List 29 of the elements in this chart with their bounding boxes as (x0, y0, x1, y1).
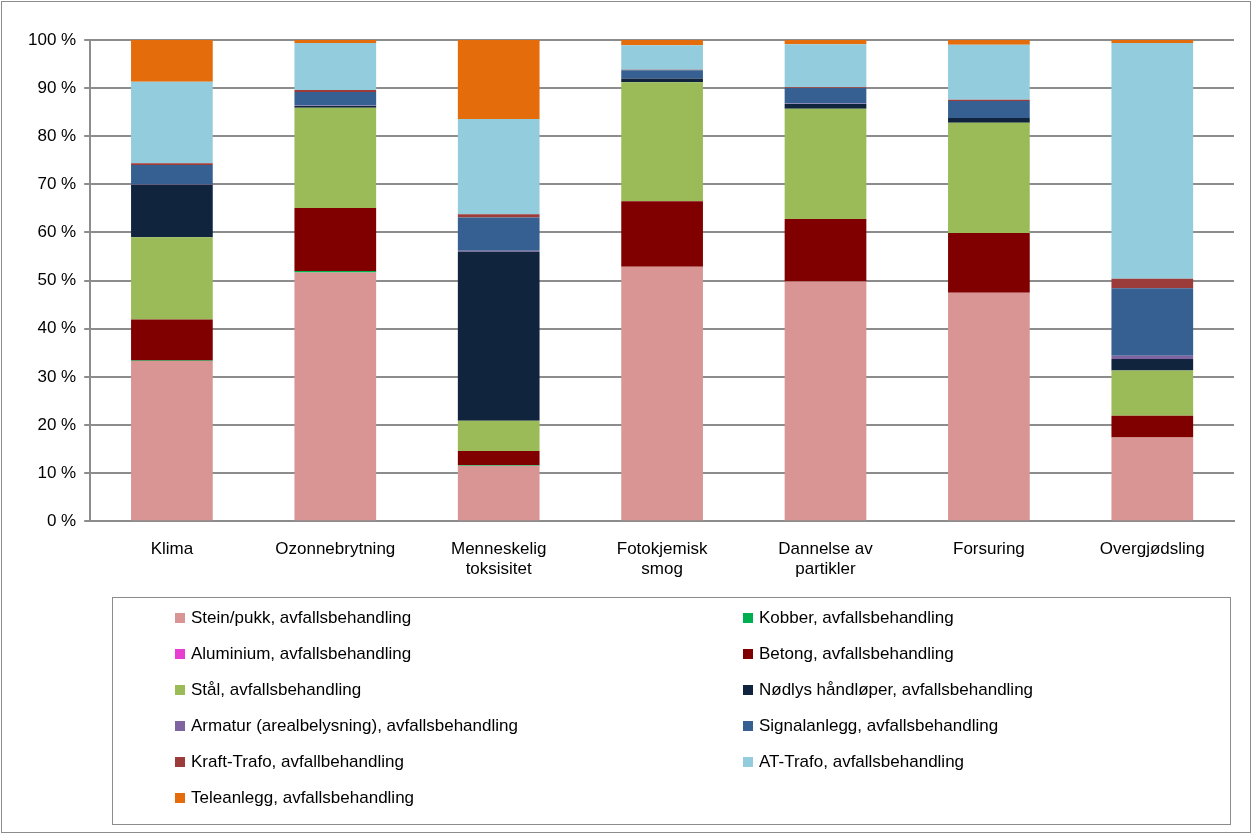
legend-label: Armatur (arealbelysning), avfallsbehandling (191, 716, 518, 736)
y-tick-label: 0 % (46, 510, 77, 530)
legend-label: Betong, avfallsbehandling (759, 644, 954, 664)
legend-label: Stål, avfallsbehandling (191, 680, 362, 700)
legend-label: AT-Trafo, avfallsbehandling (759, 752, 965, 772)
y-tick-label: 60 % (37, 222, 77, 242)
x-tick-label: Klima (150, 539, 194, 559)
legend-label: Aluminium, avfallsbehandling (191, 644, 412, 664)
y-tick-label: 100 % (28, 29, 77, 49)
x-tick-label: Overgjødsling (1099, 539, 1205, 559)
y-tick-label: 50 % (37, 270, 77, 290)
y-tick-label: 80 % (37, 125, 77, 145)
y-tick-label: 90 % (37, 77, 77, 97)
legend-label: Stein/pukk, avfallsbehandling (191, 608, 412, 628)
x-tick-label: Menneskelig toksisitet (450, 539, 547, 579)
legend-label: Kraft-Trafo, avfallbehandling (191, 752, 404, 772)
y-tick-label: 20 % (37, 414, 77, 434)
x-tick-label: Dannelse av partikler (778, 539, 874, 579)
y-tick-label: 30 % (37, 366, 77, 386)
x-tick-label: Fotokjemisk smog (616, 539, 708, 579)
x-tick-label: Forsuring (952, 539, 1025, 559)
legend-label: Kobber, avfallsbehandling (759, 608, 954, 628)
y-tick-label: 70 % (37, 174, 77, 194)
legend-label: Teleanlegg, avfallsbehandling (191, 788, 415, 808)
legend-label: Signalanlegg, avfallsbehandling (759, 716, 999, 736)
y-tick-label: 10 % (37, 462, 77, 482)
x-tick-label: Ozonnebrytning (275, 539, 396, 559)
legend-label: Nødlys håndløper, avfallsbehandling (759, 680, 1034, 700)
y-tick-label: 40 % (37, 318, 77, 338)
